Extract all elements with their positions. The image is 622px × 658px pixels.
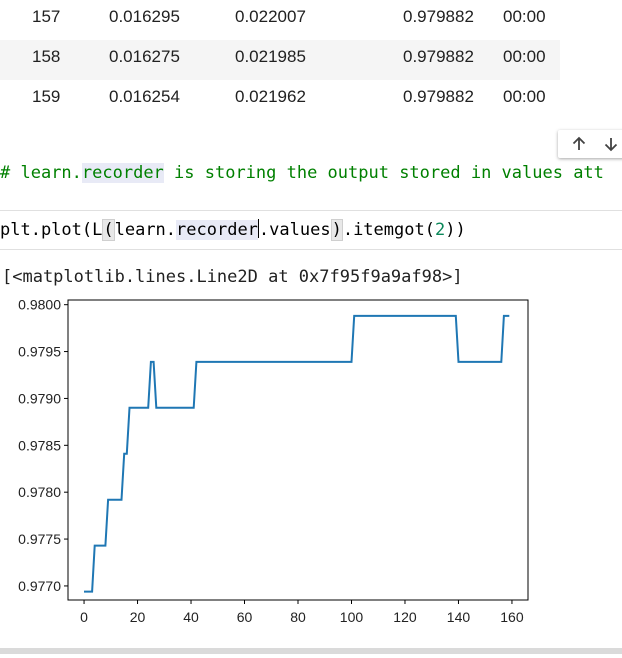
- metric-cell: 0.979882: [403, 7, 474, 26]
- x-tick-label: 0: [80, 609, 88, 625]
- search-highlight: recorder: [81, 163, 164, 183]
- epoch-cell: 159: [32, 87, 61, 106]
- x-axis: 0 20 40 60 80 100 120 140 160: [80, 600, 524, 625]
- time-cell: 00:00: [503, 87, 546, 106]
- y-tick-label: 0.9785: [18, 437, 61, 453]
- matching-paren: (: [102, 219, 115, 241]
- epoch-cell: 158: [32, 47, 61, 66]
- search-highlight: recorder: [176, 220, 258, 240]
- arrow-down-icon[interactable]: [602, 135, 620, 153]
- x-tick-label: 160: [500, 609, 524, 625]
- x-tick-label: 40: [183, 609, 199, 625]
- y-tick-label: 0.9795: [18, 344, 61, 360]
- train-loss-cell: 0.016254: [109, 87, 180, 106]
- code-line[interactable]: plt.plot(L(learn.recorder.values).itemgo…: [0, 219, 466, 241]
- valid-loss-cell: 0.021962: [235, 87, 306, 106]
- y-tick-label: 0.9800: [18, 297, 61, 313]
- x-tick-label: 60: [237, 609, 253, 625]
- table-row: 157 0.016295 0.022007 0.979882 00:00: [0, 0, 560, 40]
- y-axis: 0.9770 0.9775 0.9780 0.9785 0.9790 0.9795 0.98…: [18, 297, 68, 594]
- line-plot: 0.9770 0.9775 0.9780 0.9785 0.9790 0.9795 0.98…: [18, 297, 529, 625]
- y-tick-label: 0.9780: [18, 484, 61, 500]
- metric-cell: 0.979882: [403, 47, 474, 66]
- time-cell: 00:00: [503, 47, 546, 66]
- x-tick-label: 100: [340, 609, 364, 625]
- cell-toolbar: [558, 130, 622, 158]
- y-tick-label: 0.9770: [18, 578, 61, 594]
- time-cell: 00:00: [503, 7, 546, 26]
- x-tick-label: 20: [130, 609, 146, 625]
- cell-output-text: [<matplotlib.lines.Line2D at 0x7f95f9a9a…: [2, 267, 463, 287]
- series-line: [84, 314, 510, 593]
- arrow-up-icon[interactable]: [570, 135, 588, 153]
- table-row: 159 0.016254 0.021962 0.979882 00:00: [0, 80, 560, 120]
- x-tick-label: 80: [290, 609, 306, 625]
- valid-loss-cell: 0.022007: [235, 7, 306, 26]
- training-results-table: 157 0.016295 0.022007 0.979882 00:00 158…: [0, 0, 560, 120]
- valid-loss-cell: 0.021985: [235, 47, 306, 66]
- x-tick-label: 120: [393, 609, 417, 625]
- y-tick-label: 0.9775: [18, 531, 61, 547]
- code-cell-editor[interactable]: plt.plot(L(learn.recorder.values).itemgo…: [0, 210, 622, 250]
- plot-area: [67, 299, 529, 601]
- train-loss-cell: 0.016275: [109, 47, 180, 66]
- text-cursor: [257, 219, 259, 238]
- x-tick-label: 140: [447, 609, 471, 625]
- epoch-cell: 157: [32, 7, 61, 26]
- table-row: 158 0.016275 0.021985 0.979882 00:00: [0, 40, 560, 80]
- horizontal-scrollbar[interactable]: [0, 648, 622, 654]
- code-comment: # learn.recorder is storing the output s…: [0, 163, 604, 183]
- train-loss-cell: 0.016295: [109, 7, 180, 26]
- matching-paren: ): [330, 219, 343, 241]
- y-tick-label: 0.9790: [18, 390, 61, 406]
- metric-cell: 0.979882: [403, 87, 474, 106]
